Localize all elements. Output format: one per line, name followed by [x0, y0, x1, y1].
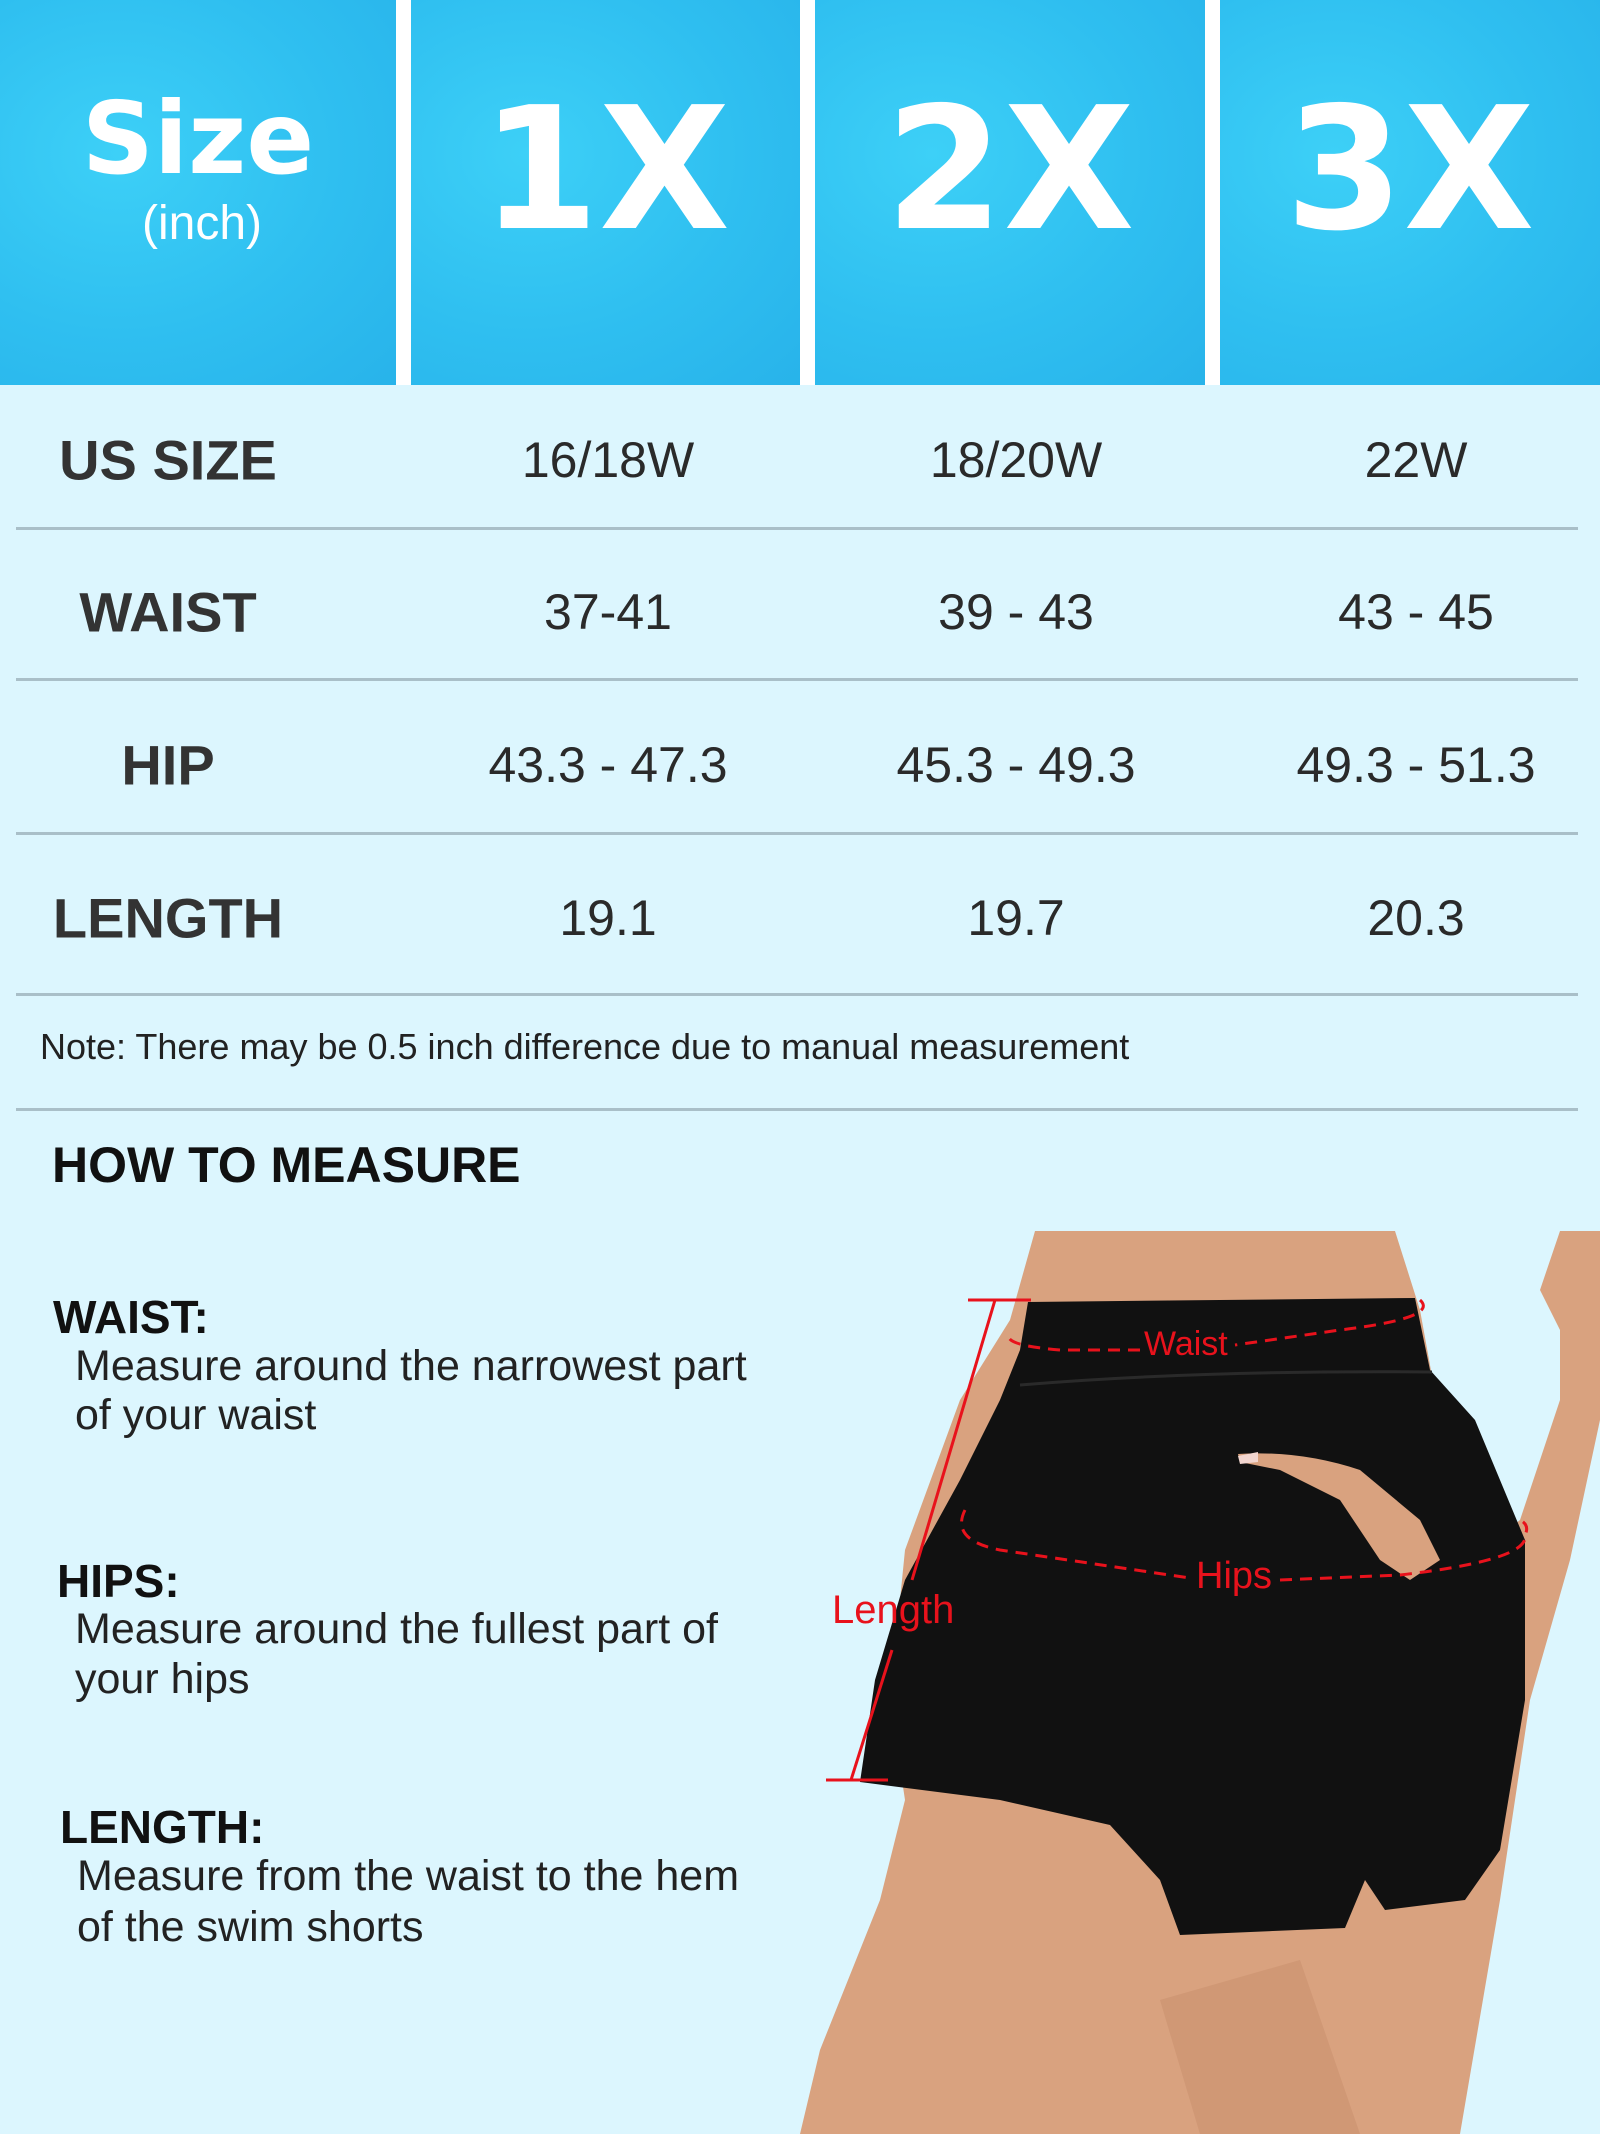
cell-value: 49.3 - 51.3	[1296, 737, 1536, 793]
row-divider	[16, 993, 1578, 996]
hips-label: HIPS:	[57, 1555, 180, 1607]
size-1x: 1X	[480, 71, 731, 269]
length-line-lower	[849, 1649, 894, 1781]
header-divider	[800, 0, 815, 385]
row-label: LENGTH	[52, 886, 284, 950]
unit-label: (inch)	[141, 197, 263, 250]
size-2x: 2X	[885, 71, 1135, 269]
size-3x: 3X	[1285, 71, 1535, 269]
hips-description-line1: Measure around the fullest part of	[75, 1605, 718, 1653]
model-skin-shadow	[1160, 1960, 1360, 2134]
shorts	[860, 1298, 1525, 1935]
row-label: WAIST	[79, 580, 257, 644]
header-divider	[1205, 0, 1220, 385]
row-divider	[16, 527, 1578, 530]
cell-value: 18/20W	[929, 432, 1103, 488]
row-divider	[16, 832, 1578, 835]
cell-value: 19.1	[559, 890, 657, 946]
cell-value: 19.7	[967, 890, 1065, 946]
row-label: HIP	[121, 733, 215, 797]
header-1x-cell: 1X	[411, 0, 800, 385]
waist-dashed-ellipse	[1007, 1298, 1425, 1352]
waist-description-line1: Measure around the narrowest part	[75, 1342, 747, 1390]
length-annotation: Length	[832, 1588, 955, 1632]
length-label: LENGTH:	[60, 1801, 265, 1853]
how-to-measure-title: HOW TO MEASURE	[52, 1137, 521, 1193]
hips-annotation: Hips	[1196, 1555, 1273, 1597]
measurement-note: Note: There may be 0.5 inch difference d…	[40, 1026, 1130, 1067]
fingernail	[1238, 1452, 1258, 1464]
hips-description-line2: your hips	[75, 1655, 250, 1703]
section-divider	[16, 1108, 1578, 1111]
size-label: Size	[81, 80, 315, 197]
cell-value: 43.3 - 47.3	[488, 737, 728, 793]
cell-value: 20.3	[1367, 890, 1465, 946]
length-description-line2: of the swim shorts	[77, 1903, 424, 1951]
waist-annotation: Waist	[1144, 1325, 1228, 1363]
length-description-line1: Measure from the waist to the hem	[77, 1852, 740, 1900]
waistband-seam	[1019, 1370, 1433, 1387]
hips-dashed-ellipse	[960, 1509, 1529, 1582]
waist-description-line2: of your waist	[75, 1391, 317, 1439]
cell-value: 39 - 43	[938, 584, 1094, 640]
header-divider	[396, 0, 411, 385]
cell-value: 22W	[1364, 432, 1468, 488]
cell-value: 43 - 45	[1338, 584, 1494, 640]
cell-value: 16/18W	[521, 432, 695, 488]
length-line-upper	[910, 1299, 997, 1581]
header-3x-cell: 3X	[1220, 0, 1600, 385]
header-2x-cell: 2X	[815, 0, 1205, 385]
row-label: US SIZE	[59, 428, 277, 492]
waist-label: WAIST:	[53, 1291, 209, 1343]
model-hand	[1238, 1453, 1440, 1580]
cell-value: 45.3 - 49.3	[896, 737, 1136, 793]
cell-value: 37-41	[544, 584, 672, 640]
header-size-cell: Size (inch)	[0, 0, 396, 385]
row-divider	[16, 678, 1578, 681]
